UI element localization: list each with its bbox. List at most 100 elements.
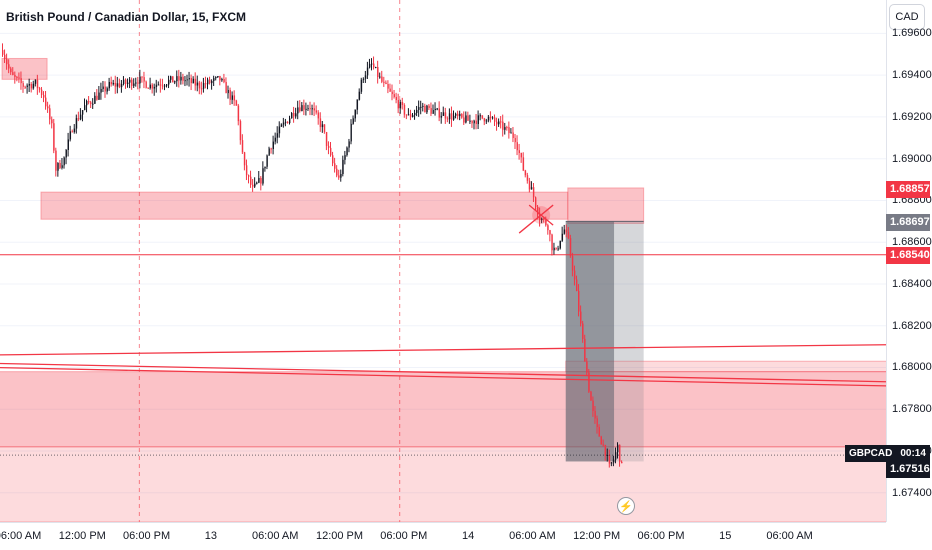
candle-body	[211, 81, 213, 84]
candle-body	[159, 84, 162, 86]
currency-button[interactable]: CAD	[889, 4, 925, 30]
candle-body	[610, 462, 613, 464]
candle-body	[338, 175, 340, 178]
candle-body	[36, 79, 39, 89]
candle-body	[16, 76, 18, 78]
candle-body	[204, 83, 207, 85]
candle-body	[231, 95, 233, 100]
y-tick-label: 1.67800	[892, 403, 932, 416]
candle-body	[592, 400, 594, 411]
candle-body	[489, 116, 492, 118]
candle-body	[24, 86, 26, 88]
candle-body	[418, 107, 420, 110]
candle-body	[43, 94, 45, 98]
candle-body	[104, 86, 106, 92]
candle-body	[530, 187, 533, 190]
candle-body	[32, 83, 35, 89]
candle-body	[280, 124, 283, 127]
candle-body	[149, 84, 151, 89]
candle-body	[239, 121, 242, 141]
candle-body	[20, 78, 22, 84]
trend-line	[0, 367, 886, 387]
candle-body	[213, 78, 215, 82]
candle-body	[606, 454, 609, 456]
candle-body	[106, 88, 108, 92]
supply-demand-zone	[40, 191, 569, 220]
symbol-label: GBPCAD	[845, 445, 897, 462]
candle-body	[22, 83, 24, 87]
candle-body	[502, 121, 504, 130]
candle-body	[293, 113, 295, 117]
candle-body	[561, 233, 564, 241]
candle-body	[569, 238, 572, 256]
candle-body	[243, 152, 246, 166]
candle-body	[69, 131, 72, 140]
entry-marker-cross	[518, 204, 554, 234]
candle-body	[26, 85, 28, 87]
candle-body	[532, 187, 535, 198]
candle-body	[422, 105, 424, 107]
candle-body	[172, 76, 174, 83]
candle-body	[34, 79, 37, 84]
candle-body	[147, 87, 149, 89]
candle-body	[127, 82, 129, 85]
x-tick-label: 06:00 AM	[0, 530, 42, 542]
candle-body	[291, 113, 293, 119]
candle-body	[202, 83, 205, 89]
candle-body	[28, 84, 31, 86]
candle-body	[516, 142, 518, 151]
candle-body	[274, 137, 277, 142]
y-tick-label: 1.69600	[892, 27, 932, 40]
candle-body	[448, 113, 451, 120]
lightning-bolt-icon[interactable]: ⚡	[617, 497, 635, 515]
candle-body	[385, 82, 387, 84]
candle-body	[315, 110, 318, 113]
candle-body	[518, 150, 520, 154]
candle-body	[282, 122, 285, 125]
candle-body	[96, 95, 98, 100]
candle-body	[450, 113, 453, 120]
candle-body	[237, 105, 240, 122]
x-tick-label: 06:00 PM	[637, 530, 685, 542]
candle-body	[92, 103, 94, 105]
candle-body	[508, 127, 510, 134]
candle-body	[397, 100, 400, 109]
candle-body	[455, 113, 457, 116]
candle-body	[88, 100, 90, 103]
x-tick-label: 14	[461, 530, 475, 542]
price-chart[interactable]	[0, 0, 886, 522]
candle-body	[266, 155, 268, 167]
candle-body	[485, 120, 488, 122]
candle-body	[145, 81, 147, 88]
candle-body	[250, 176, 252, 185]
candle-body	[327, 145, 330, 148]
candle-body	[344, 155, 346, 160]
candle-body	[430, 108, 432, 114]
candle-body	[305, 108, 307, 110]
candle-body	[545, 219, 547, 226]
candle-body	[358, 91, 361, 100]
candle-body	[235, 100, 238, 106]
candle-body	[102, 86, 104, 89]
candle-body	[65, 149, 67, 158]
candle-body	[389, 88, 391, 92]
y-tick-label: 1.68400	[892, 277, 932, 290]
candle-body	[299, 107, 301, 112]
candle-body	[12, 72, 14, 75]
candle-body	[129, 79, 131, 83]
candle-body	[163, 85, 166, 87]
candle-body	[200, 88, 203, 90]
candle-body	[608, 454, 611, 464]
candle-body	[375, 67, 377, 69]
candle-body	[383, 81, 385, 83]
candle-body	[463, 117, 465, 123]
candle-body	[598, 426, 600, 437]
candle-body	[323, 124, 326, 133]
candle-body	[254, 183, 256, 187]
candle-body	[614, 452, 617, 460]
candle-body	[116, 83, 119, 87]
candle-body	[467, 115, 469, 121]
candle-body	[198, 82, 201, 89]
position-tool-progress	[565, 221, 615, 462]
candle-body	[264, 166, 266, 169]
